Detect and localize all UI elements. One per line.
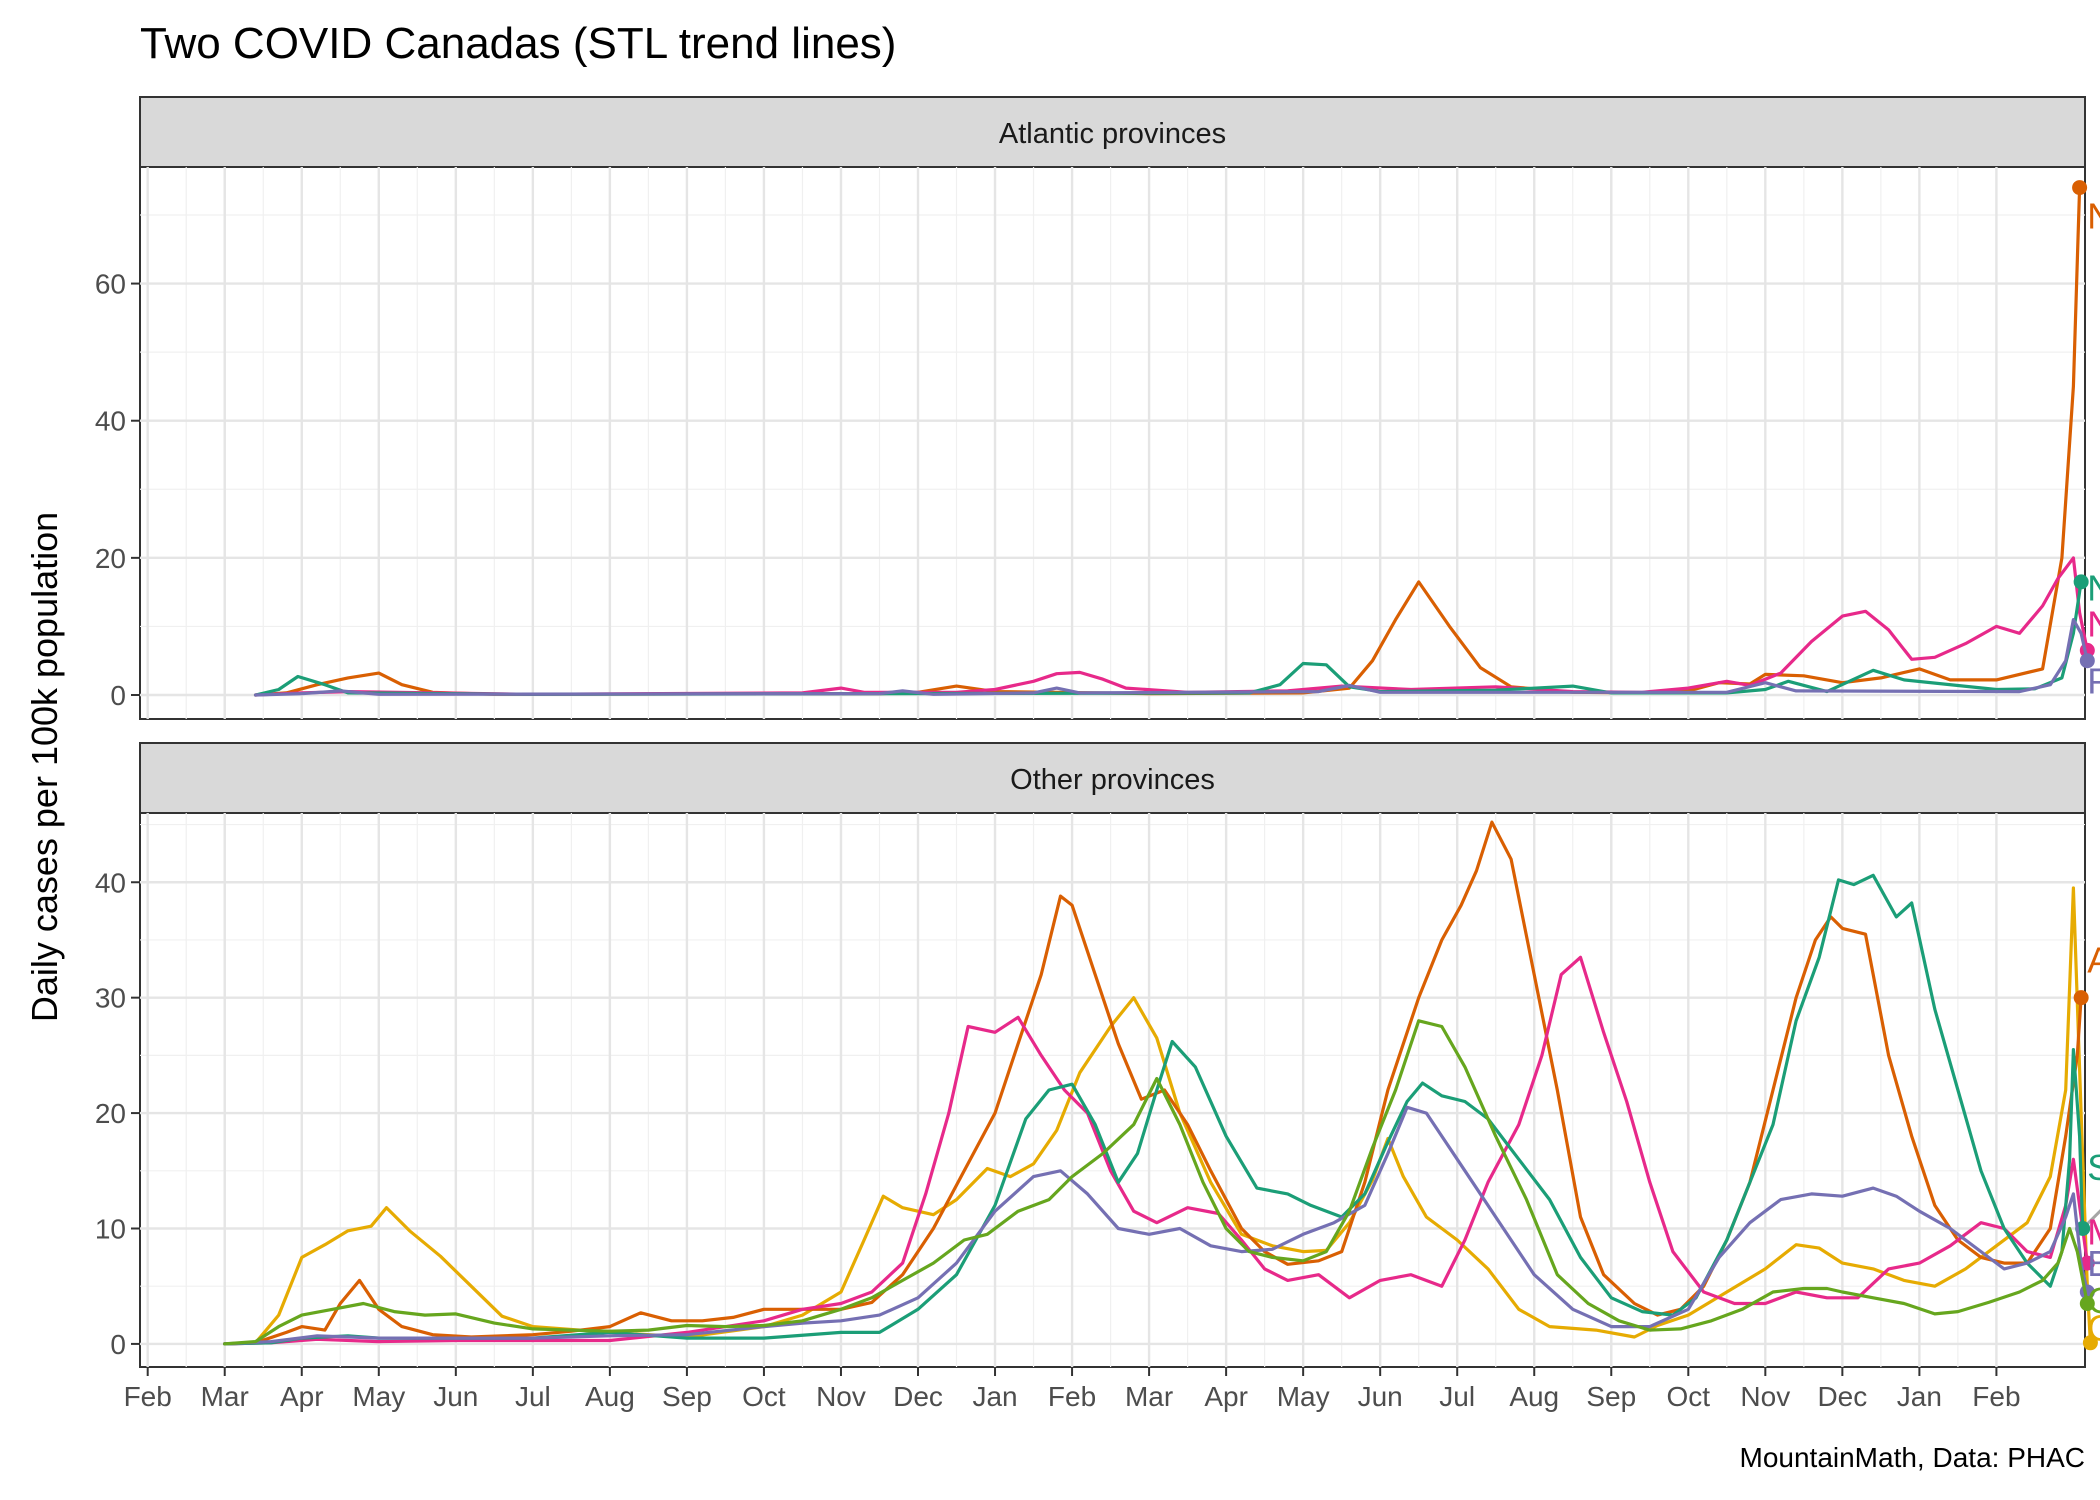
- y-tick-label: 20: [95, 543, 126, 574]
- x-axis: Feb Mar Apr May Jun Jul Aug Sep Oct Nov Dec Jan Feb M…: [124, 1367, 2021, 1412]
- x-tick-label: Sep: [662, 1381, 712, 1412]
- end-label-mb: MB: [2087, 1212, 2100, 1253]
- y-tick-label: 0: [110, 680, 126, 711]
- series-line-mb: [223, 955, 2089, 1346]
- x-tick-label: Aug: [585, 1381, 635, 1412]
- series-end-point-ns: [2072, 180, 2088, 196]
- series-end-point-on: [2079, 1296, 2095, 1312]
- series-other: [223, 820, 2100, 1351]
- y-axis-title: Daily cases per 100k population: [24, 512, 65, 1022]
- series-line-bc: [223, 1105, 2089, 1346]
- end-label-pe: PE: [2087, 661, 2100, 702]
- x-tick-label: Jun: [1358, 1381, 1403, 1412]
- x-tick-label: Jun: [433, 1381, 478, 1412]
- y-axis-atlantic: 0 20 40 60: [95, 269, 140, 711]
- panel-other: [139, 812, 2086, 1368]
- x-tick-label: Mar: [201, 1381, 249, 1412]
- y-tick-label: 40: [95, 406, 126, 437]
- y-tick-label: 20: [95, 1098, 126, 1129]
- series-line-sk: [223, 873, 2085, 1346]
- x-tick-label: May: [352, 1381, 405, 1412]
- series-end-point-ab: [2073, 990, 2089, 1006]
- x-tick-label: Dec: [893, 1381, 943, 1412]
- x-tick-label: May: [1277, 1381, 1330, 1412]
- y-tick-label: 0: [110, 1329, 126, 1360]
- x-tick-label: Mar: [1125, 1381, 1173, 1412]
- series-end-point-mb: [2079, 1255, 2095, 1271]
- x-tick-label: Jan: [1897, 1381, 1942, 1412]
- labels-atlantic: NS NLNB PE: [2087, 196, 2100, 702]
- end-label-qc: QC: [2087, 1307, 2100, 1348]
- x-tick-label: Apr: [280, 1381, 324, 1412]
- x-tick-label: Jul: [515, 1381, 551, 1412]
- x-tick-label: Feb: [124, 1381, 172, 1412]
- end-label-sk: SK: [2087, 1147, 2100, 1188]
- strip-atlantic-label: Atlantic provinces: [999, 118, 1226, 150]
- strip-other: [139, 742, 2086, 814]
- y-tick-label: 60: [95, 269, 126, 300]
- series-line-on: [223, 1019, 2089, 1346]
- end-label-bc: BC: [2087, 1243, 2100, 1284]
- strip-other-label: Other provinces: [1010, 764, 1215, 796]
- series-end-point-qc: [2082, 1335, 2098, 1351]
- x-tick-label: Nov: [816, 1381, 866, 1412]
- chart-title: Two COVID Canadas (STL trend lines): [140, 19, 896, 68]
- x-tick-label: Aug: [1509, 1381, 1559, 1412]
- x-tick-label: Nov: [1740, 1381, 1790, 1412]
- x-tick-label: Jul: [1439, 1381, 1475, 1412]
- y-tick-label: 30: [95, 983, 126, 1014]
- x-tick-label: Feb: [1972, 1381, 2020, 1412]
- end-label-nb: NB: [2087, 604, 2100, 645]
- end-label-on: ON: [2087, 1280, 2100, 1321]
- x-tick-label: Dec: [1817, 1381, 1867, 1412]
- series-end-point-nl: [2073, 574, 2089, 590]
- caption: MountainMath, Data: PHAC: [1740, 1442, 2086, 1473]
- y-tick-label: 10: [95, 1214, 126, 1245]
- y-tick-label: 40: [95, 867, 126, 898]
- x-tick-label: Sep: [1586, 1381, 1636, 1412]
- series-line-qc: [223, 886, 2092, 1346]
- x-tick-label: Oct: [742, 1381, 786, 1412]
- x-tick-label: Apr: [1204, 1381, 1248, 1412]
- grid-atlantic: [140, 167, 2085, 719]
- x-tick-label: Feb: [1048, 1381, 1096, 1412]
- end-label-ab: AB: [2087, 939, 2100, 980]
- end-label-ns: NS: [2087, 196, 2100, 237]
- series-end-point-pe: [2079, 653, 2095, 669]
- labels-other: AB SK MBBCONQC: [2087, 939, 2100, 1348]
- end-label-nl: NL: [2087, 567, 2100, 608]
- strip-atlantic: [139, 96, 2086, 168]
- series-line-pe: [253, 618, 2089, 697]
- y-axis-other: 0 10 20 30 40: [95, 867, 140, 1360]
- series-atlantic: [253, 180, 2095, 697]
- panel-atlantic: [139, 166, 2086, 720]
- x-tick-label: Jan: [972, 1381, 1017, 1412]
- x-tick-label: Oct: [1667, 1381, 1711, 1412]
